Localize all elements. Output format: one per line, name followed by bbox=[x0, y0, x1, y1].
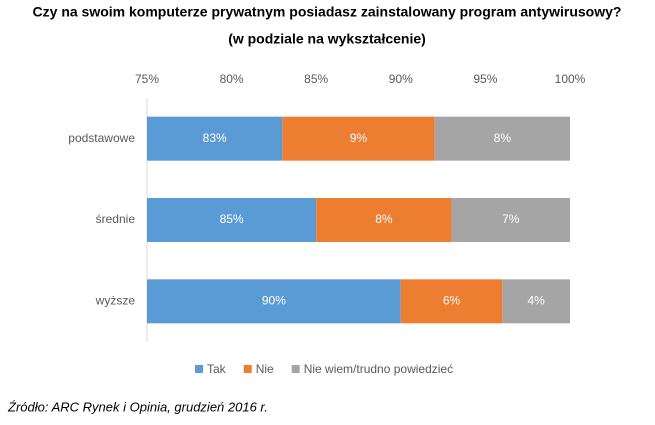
value-label: 7% bbox=[502, 212, 520, 226]
x-tick-label: 85% bbox=[304, 72, 328, 86]
x-tick-label: 90% bbox=[389, 72, 413, 86]
legend-swatch bbox=[243, 365, 252, 373]
bar-segment bbox=[502, 279, 570, 324]
value-label: 6% bbox=[443, 294, 461, 308]
bar-segment bbox=[434, 116, 570, 161]
legend-label: Tak bbox=[207, 362, 227, 376]
legend-label: Nie bbox=[256, 362, 274, 376]
bar-segment bbox=[400, 279, 503, 324]
category-label: wyższe bbox=[95, 294, 136, 308]
legend-label: Nie wiem/trudno powiedzieć bbox=[304, 362, 453, 376]
category-label: podstawowe bbox=[68, 131, 135, 145]
value-label: 83% bbox=[203, 131, 227, 145]
source: Źródło: ARC Rynek i Opinia, grudzień 201… bbox=[7, 399, 268, 414]
bar-segment bbox=[316, 198, 452, 242]
x-tick-label: 80% bbox=[220, 72, 244, 86]
bar-segment bbox=[282, 116, 435, 161]
value-label: 8% bbox=[494, 131, 512, 145]
x-tick-label: 100% bbox=[555, 72, 586, 86]
category-label: średnie bbox=[96, 212, 136, 226]
chart-subtitle: (w podziale na wykształcenie) bbox=[228, 31, 426, 47]
legend-swatch bbox=[291, 365, 300, 373]
bar-segment bbox=[147, 279, 401, 324]
value-label: 9% bbox=[350, 131, 368, 145]
value-label: 85% bbox=[220, 212, 244, 226]
bar-segment bbox=[147, 198, 317, 242]
x-tick-label: 95% bbox=[473, 72, 497, 86]
value-label: 90% bbox=[262, 294, 286, 308]
bar-segment bbox=[451, 198, 570, 242]
legend-swatch bbox=[195, 365, 203, 373]
x-tick-label: 75% bbox=[135, 72, 159, 86]
chart-title: Czy na swoim komputerze prywatnym posiad… bbox=[33, 4, 622, 20]
value-label: 8% bbox=[375, 212, 393, 226]
bar-segment bbox=[147, 116, 283, 161]
value-label: 4% bbox=[527, 294, 545, 308]
